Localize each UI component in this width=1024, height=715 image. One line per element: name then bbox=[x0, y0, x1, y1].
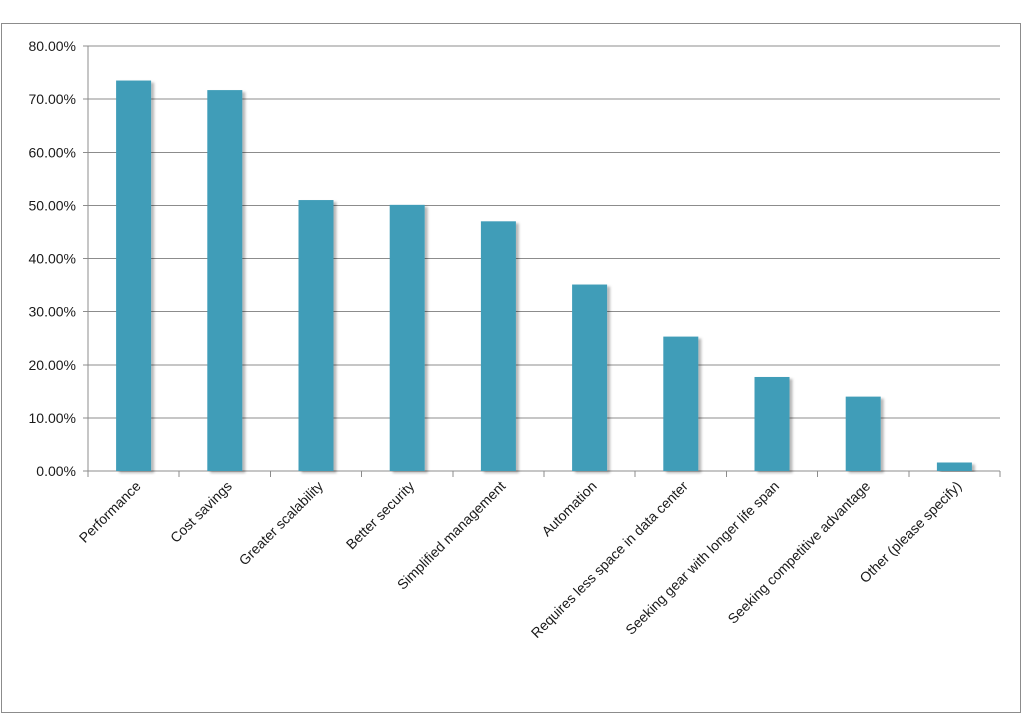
y-tick-label: 60.00% bbox=[29, 144, 76, 160]
x-tick-label: Automation bbox=[538, 478, 599, 539]
bar bbox=[663, 336, 699, 471]
y-tick-label: 80.00% bbox=[29, 38, 76, 54]
bar bbox=[389, 204, 425, 471]
bar bbox=[207, 90, 243, 471]
category-labels: Performance Cost savings Greater scalabili… bbox=[76, 478, 965, 641]
bar bbox=[116, 80, 152, 471]
x-tick-label: Performance bbox=[76, 478, 144, 546]
y-tick-label: 50.00% bbox=[29, 197, 76, 213]
y-tick-labels: 0.00% 10.00% 20.00% 30.00% 40.00% 50.00% 60.00… bbox=[29, 38, 76, 479]
x-tick-label: Cost savings bbox=[167, 478, 235, 546]
bars bbox=[116, 80, 972, 471]
y-tick-label: 70.00% bbox=[29, 91, 76, 107]
bar bbox=[754, 376, 790, 471]
x-tick-label: Other (please specify) bbox=[856, 478, 964, 586]
bar bbox=[845, 396, 881, 471]
x-tick-label: Better security bbox=[343, 478, 418, 553]
x-tick-label: Seeking gear with longer life span bbox=[622, 478, 782, 638]
x-tick-label: Greater scalability bbox=[236, 478, 327, 569]
x-tick-label: Requires less space in data center bbox=[528, 478, 691, 641]
bar bbox=[480, 221, 516, 471]
y-tick-label: 30.00% bbox=[29, 304, 76, 320]
x-tick-label: Seeking competitive advantage bbox=[724, 478, 873, 627]
bar bbox=[298, 200, 334, 471]
bar bbox=[936, 462, 972, 471]
bar bbox=[572, 284, 608, 471]
y-tick-label: 40.00% bbox=[29, 251, 76, 267]
y-tick-label: 10.00% bbox=[29, 410, 76, 426]
y-tick-label: 20.00% bbox=[29, 357, 76, 373]
y-tick-label: 0.00% bbox=[36, 463, 76, 479]
